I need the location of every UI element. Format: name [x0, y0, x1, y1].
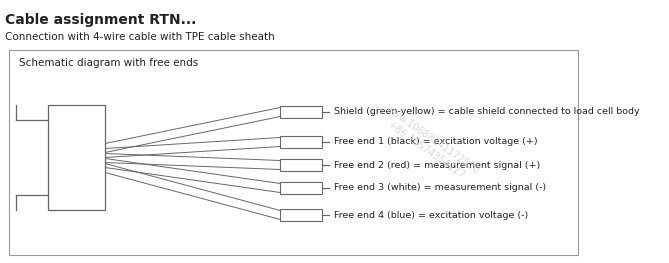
Text: www.10688241172820
+86 15574354127: www.10688241172820 +86 15574354127 — [377, 104, 481, 186]
Text: Free end 2 (red) = measurement signal (+): Free end 2 (red) = measurement signal (+… — [334, 160, 541, 169]
Text: Schematic diagram with free ends: Schematic diagram with free ends — [19, 58, 199, 68]
Text: Cable assignment RTN...: Cable assignment RTN... — [5, 13, 197, 27]
Bar — [280, 106, 322, 118]
Bar — [9, 50, 578, 255]
Text: Free end 4 (blue) = excitation voltage (-): Free end 4 (blue) = excitation voltage (… — [334, 210, 529, 220]
Text: Shield (green-yellow) = cable shield connected to load cell body: Shield (green-yellow) = cable shield con… — [334, 108, 640, 117]
Text: Free end 3 (white) = measurement signal (-): Free end 3 (white) = measurement signal … — [334, 184, 547, 193]
Bar — [280, 209, 322, 221]
Bar — [280, 182, 322, 194]
Text: Connection with 4-wire cable with TPE cable sheath: Connection with 4-wire cable with TPE ca… — [5, 32, 275, 42]
Bar — [280, 136, 322, 148]
Bar — [280, 159, 322, 171]
Bar — [48, 105, 105, 210]
Text: Free end 1 (black) = excitation voltage (+): Free end 1 (black) = excitation voltage … — [334, 138, 538, 146]
